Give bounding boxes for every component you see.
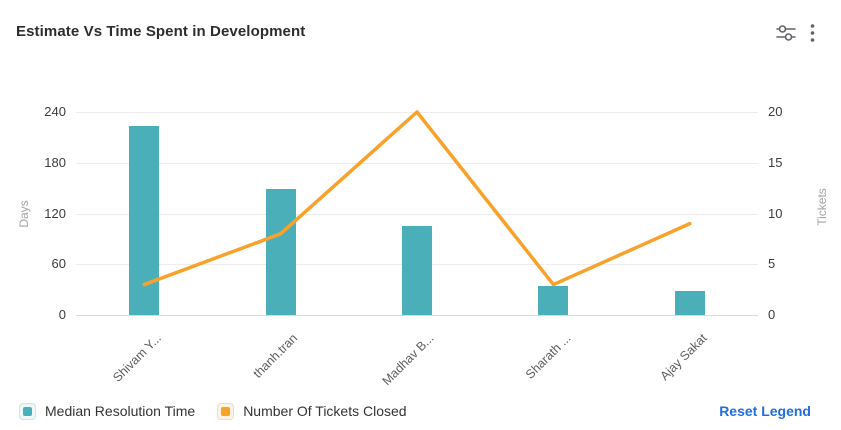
left-axis-tick-label: 180 [44, 154, 66, 170]
x-axis-label-Madhav B...: Madhav B... [379, 331, 437, 389]
left-axis-tick-label: 0 [58, 307, 66, 322]
bar-Ajay Sakat[interactable] [674, 291, 705, 315]
x-axis-label-Ajay Sakat: Ajay Sakat [657, 331, 710, 384]
legend-marker-orange [217, 402, 235, 420]
left-axis-title: Days [17, 199, 31, 228]
x-axis-line [76, 315, 758, 316]
gridline [76, 112, 758, 113]
bar-thanh.tran[interactable] [265, 188, 296, 315]
bar-Sharath ...[interactable] [538, 286, 569, 315]
left-axis-tick-label: 240 [44, 104, 66, 119]
left-axis-tick-label: 60 [51, 256, 66, 272]
right-axis-tick-label: 15 [768, 154, 783, 170]
gridline [76, 213, 758, 215]
reset-legend-link[interactable]: Reset Legend [719, 403, 811, 419]
left-axis-tick-label: 120 [44, 205, 66, 221]
bar-Shivam Y...[interactable] [129, 125, 160, 315]
right-axis-tick-label: 20 [768, 104, 783, 119]
gridline [76, 162, 758, 164]
x-axis-label-Shivam Y...: Shivam Y... [110, 331, 165, 385]
legend-label: Number Of Tickets Closed [243, 403, 407, 419]
header-actions [775, 22, 815, 44]
sliders-settings-icon-glyph [776, 25, 796, 41]
legend-item-median-resolution-time[interactable]: Median Resolution Time [19, 402, 196, 420]
legend-marker-teal [19, 402, 36, 420]
chart-legend: Median Resolution Time Number Of Tickets… [19, 399, 811, 423]
sliders-settings-icon[interactable] [775, 22, 797, 44]
legend-label: Median Resolution Time [45, 403, 196, 419]
right-axis-tick-label: 10 [768, 205, 783, 221]
right-axis-tick-label: 5 [768, 256, 776, 272]
right-axis-title: Tickets [815, 187, 829, 226]
kebab-menu-icon[interactable] [810, 22, 815, 44]
legend-item-number-of-tickets-closed[interactable]: Number Of Tickets Closed [217, 402, 407, 420]
right-axis-tick-label: 0 [768, 307, 776, 322]
legend-swatch-icon [221, 406, 231, 416]
page-title: Estimate Vs Time Spent in Development [16, 23, 306, 40]
bar-Madhav B...[interactable] [402, 226, 432, 315]
legend-swatch-icon [23, 406, 32, 416]
kebab-menu-icon-glyph [810, 24, 815, 42]
x-axis-label-thanh.tran: thanh.tran [250, 331, 301, 381]
x-axis-label-Sharath ...: Sharath ... [522, 331, 574, 382]
